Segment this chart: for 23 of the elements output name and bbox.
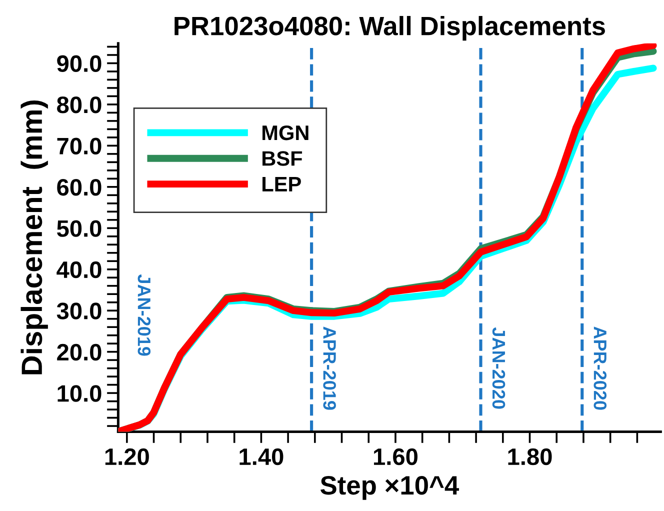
y-tick-label: 80.0 <box>57 96 102 114</box>
y-tick-label: 30.0 <box>56 302 102 320</box>
y-tick-label: 60.0 <box>57 178 102 196</box>
x-tick-label: 1.60 <box>374 448 418 466</box>
legend-label: BSF <box>262 151 302 166</box>
y-tick-label: 10.0 <box>58 385 102 402</box>
ref-line-label: JAN-2020 <box>492 327 506 409</box>
y-tick-label: 20.0 <box>57 344 102 361</box>
annotation: JAN-2019 <box>138 274 151 356</box>
ref-line-label: APR-2019 <box>323 326 336 410</box>
y-tick-label: 50.0 <box>56 220 102 237</box>
ref-line-label: APR-2020 <box>594 326 607 410</box>
legend-label: MGN <box>262 125 308 140</box>
y-tick-label: 70.0 <box>57 138 102 154</box>
chart-title: PR1023o4080: Wall Displacements <box>174 16 605 41</box>
x-tick-label: 1.20 <box>105 448 149 466</box>
x-axis-title: Step ×10^4 <box>320 476 459 500</box>
y-axis-title: Displacement (mm) <box>20 100 48 374</box>
x-tick-label: 1.40 <box>240 448 284 466</box>
x-tick-label: 1.80 <box>508 448 552 466</box>
y-tick-label: 90.0 <box>57 55 102 72</box>
legend-label: LEP <box>262 176 301 192</box>
y-tick-label: 40.0 <box>56 261 102 278</box>
